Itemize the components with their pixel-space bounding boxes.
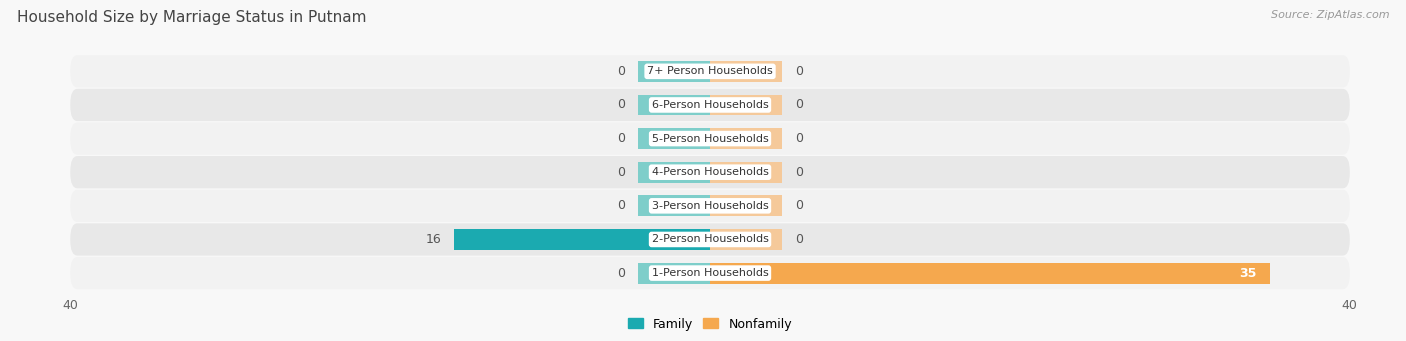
FancyBboxPatch shape [70, 190, 1350, 222]
Bar [638, 128, 710, 149]
Text: 3-Person Households: 3-Person Households [651, 201, 769, 211]
FancyBboxPatch shape [70, 156, 1350, 188]
FancyBboxPatch shape [70, 257, 1350, 289]
FancyBboxPatch shape [70, 89, 1350, 121]
Bar [638, 162, 710, 183]
Text: 6-Person Households: 6-Person Households [651, 100, 769, 110]
Text: Source: ZipAtlas.com: Source: ZipAtlas.com [1271, 10, 1389, 20]
Text: 0: 0 [794, 132, 803, 145]
Text: 0: 0 [617, 132, 626, 145]
Text: 0: 0 [617, 199, 626, 212]
Text: 7+ Person Households: 7+ Person Households [647, 66, 773, 76]
Text: 1-Person Households: 1-Person Households [651, 268, 769, 278]
Text: 35: 35 [1240, 267, 1257, 280]
Text: 0: 0 [617, 99, 626, 112]
Text: 0: 0 [617, 166, 626, 179]
Legend: Family, Nonfamily: Family, Nonfamily [628, 317, 792, 330]
Bar [710, 162, 782, 183]
FancyBboxPatch shape [70, 223, 1350, 256]
Text: 0: 0 [794, 65, 803, 78]
Bar [710, 94, 782, 115]
Text: 0: 0 [794, 166, 803, 179]
Text: 4-Person Households: 4-Person Households [651, 167, 769, 177]
Bar [638, 94, 710, 115]
Bar [710, 229, 782, 250]
Text: 2-Person Households: 2-Person Households [651, 235, 769, 244]
Text: 0: 0 [794, 199, 803, 212]
Bar [638, 263, 710, 283]
FancyBboxPatch shape [70, 55, 1350, 88]
Bar [638, 195, 710, 216]
Bar [710, 61, 782, 82]
Text: 16: 16 [426, 233, 441, 246]
Text: 5-Person Households: 5-Person Households [651, 134, 769, 144]
Text: 0: 0 [794, 233, 803, 246]
Bar [638, 61, 710, 82]
Text: 0: 0 [794, 99, 803, 112]
Text: 0: 0 [617, 65, 626, 78]
Bar [454, 229, 710, 250]
Bar [710, 128, 782, 149]
FancyBboxPatch shape [70, 122, 1350, 155]
Bar [710, 195, 782, 216]
Text: 0: 0 [617, 267, 626, 280]
Text: Household Size by Marriage Status in Putnam: Household Size by Marriage Status in Put… [17, 10, 367, 25]
Bar [710, 263, 1270, 283]
